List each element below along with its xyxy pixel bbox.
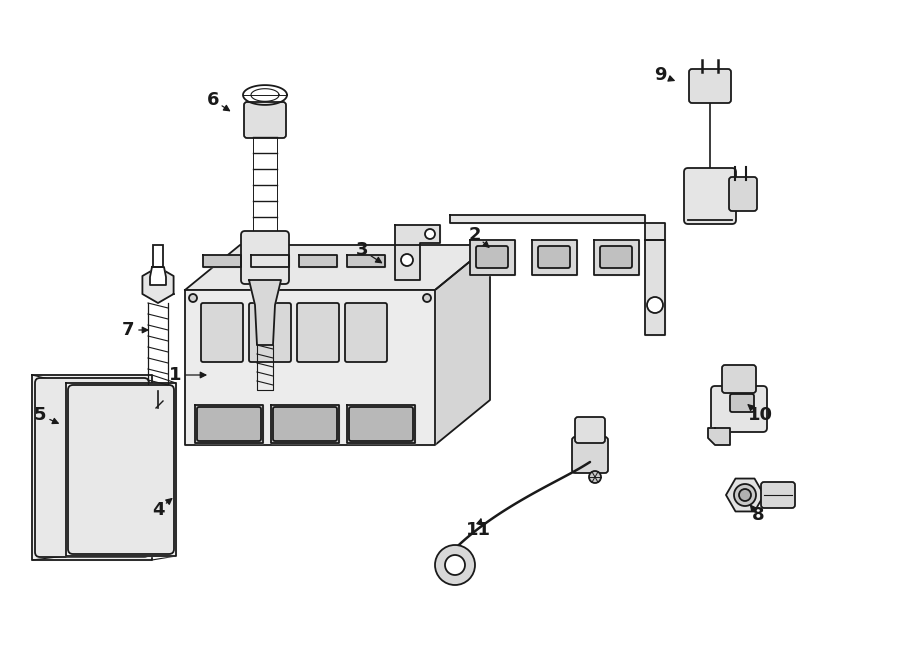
FancyBboxPatch shape (349, 407, 413, 441)
Polygon shape (594, 240, 639, 275)
FancyBboxPatch shape (241, 231, 289, 284)
Polygon shape (450, 215, 665, 240)
Circle shape (435, 545, 475, 585)
FancyBboxPatch shape (761, 482, 795, 508)
Text: 6: 6 (207, 91, 220, 109)
Polygon shape (347, 405, 415, 443)
Circle shape (739, 489, 751, 501)
Polygon shape (249, 280, 281, 345)
FancyBboxPatch shape (572, 437, 608, 473)
Text: 8: 8 (752, 506, 764, 524)
Polygon shape (271, 405, 339, 443)
Polygon shape (435, 245, 490, 445)
Polygon shape (195, 405, 263, 443)
FancyBboxPatch shape (722, 365, 756, 393)
FancyBboxPatch shape (249, 303, 291, 362)
Bar (153, 245, 163, 267)
FancyBboxPatch shape (244, 102, 286, 138)
FancyBboxPatch shape (35, 378, 149, 557)
Polygon shape (395, 225, 440, 280)
Polygon shape (185, 290, 435, 445)
Polygon shape (347, 255, 385, 267)
FancyBboxPatch shape (684, 168, 736, 224)
Circle shape (401, 254, 413, 266)
FancyBboxPatch shape (729, 177, 757, 211)
FancyBboxPatch shape (68, 385, 174, 554)
Polygon shape (251, 255, 289, 267)
Polygon shape (32, 375, 152, 560)
Circle shape (425, 229, 435, 239)
Text: 2: 2 (469, 226, 482, 244)
Polygon shape (532, 240, 577, 275)
Circle shape (445, 555, 465, 575)
Polygon shape (66, 383, 176, 556)
Polygon shape (203, 255, 241, 267)
FancyBboxPatch shape (538, 246, 570, 268)
Circle shape (734, 484, 756, 506)
Circle shape (589, 471, 601, 483)
Text: 10: 10 (748, 406, 772, 424)
FancyBboxPatch shape (297, 303, 339, 362)
Text: 11: 11 (465, 521, 491, 539)
FancyBboxPatch shape (273, 407, 337, 441)
Polygon shape (470, 240, 515, 275)
FancyBboxPatch shape (689, 69, 731, 103)
FancyBboxPatch shape (730, 394, 754, 412)
Text: 4: 4 (152, 501, 164, 519)
Polygon shape (726, 479, 764, 512)
Polygon shape (645, 240, 665, 335)
FancyBboxPatch shape (476, 246, 508, 268)
FancyBboxPatch shape (575, 417, 605, 443)
Circle shape (423, 294, 431, 302)
Polygon shape (299, 255, 337, 267)
Circle shape (189, 294, 197, 302)
Polygon shape (142, 267, 174, 303)
Polygon shape (185, 245, 490, 290)
FancyBboxPatch shape (345, 303, 387, 362)
Polygon shape (708, 428, 730, 445)
FancyBboxPatch shape (201, 303, 243, 362)
Text: 1: 1 (169, 366, 181, 384)
Text: 9: 9 (653, 66, 666, 84)
FancyBboxPatch shape (711, 386, 767, 432)
Text: 5: 5 (34, 406, 46, 424)
FancyBboxPatch shape (197, 407, 261, 441)
Circle shape (647, 297, 663, 313)
Text: 3: 3 (356, 241, 368, 259)
Text: 7: 7 (122, 321, 134, 339)
Polygon shape (150, 267, 166, 285)
FancyBboxPatch shape (600, 246, 632, 268)
